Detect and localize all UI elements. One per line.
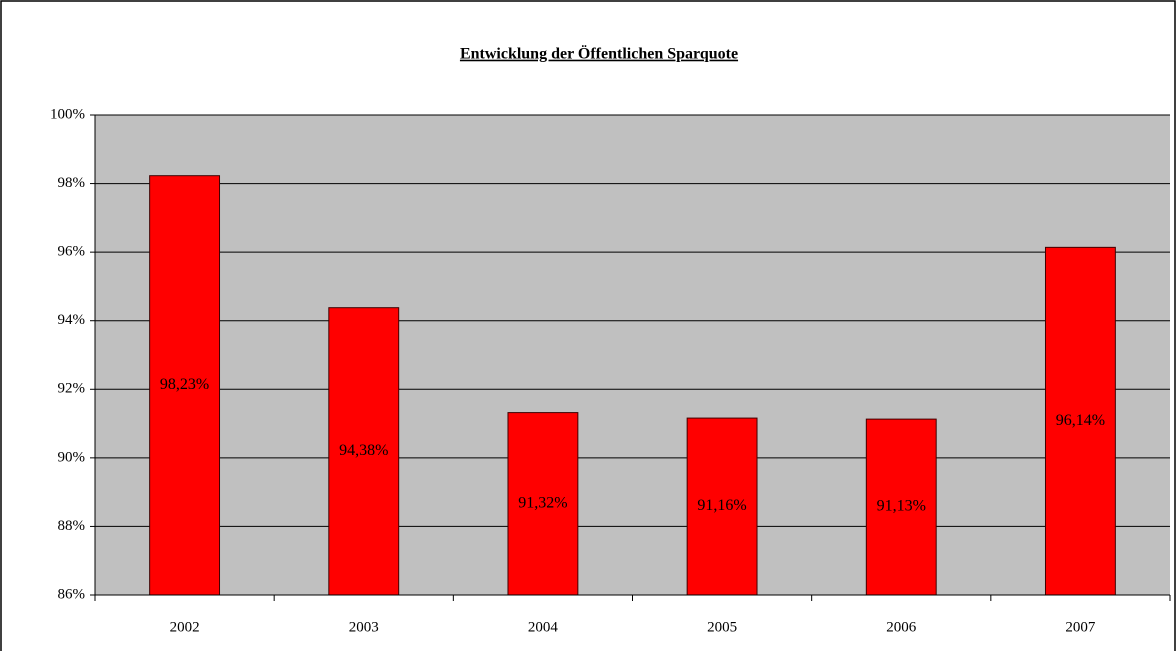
bar [865, 418, 937, 596]
y-tick-label: 96% [58, 244, 86, 260]
chart-title: Entwicklung der Öffentlichen Sparquote [460, 45, 738, 63]
x-tick-label: 2003 [349, 619, 379, 635]
y-tick-label: 86% [58, 586, 86, 602]
bar [1044, 246, 1116, 596]
x-tick-label: 2005 [707, 619, 737, 635]
y-tick-label: 100% [50, 106, 85, 122]
y-tick-label: 88% [58, 518, 86, 534]
bar [149, 175, 221, 596]
value-label: 96,14% [1056, 412, 1105, 429]
x-tick-label: 2007 [1065, 619, 1096, 635]
plot-area [95, 115, 1170, 595]
bar [507, 412, 579, 596]
value-label: 91,16% [697, 497, 746, 514]
value-label: 91,32% [518, 494, 567, 511]
value-label: 94,38% [339, 442, 388, 459]
y-tick-label: 98% [58, 175, 86, 191]
y-tick-label: 92% [58, 381, 86, 397]
y-tick-label: 90% [58, 449, 86, 465]
value-label: 98,23% [160, 376, 209, 393]
y-tick-label: 94% [58, 312, 86, 328]
x-tick-label: 2004 [528, 619, 559, 635]
bar [686, 417, 758, 596]
x-tick-label: 2002 [170, 619, 200, 635]
x-tick-label: 2006 [886, 619, 917, 635]
value-label: 91,13% [877, 498, 926, 515]
